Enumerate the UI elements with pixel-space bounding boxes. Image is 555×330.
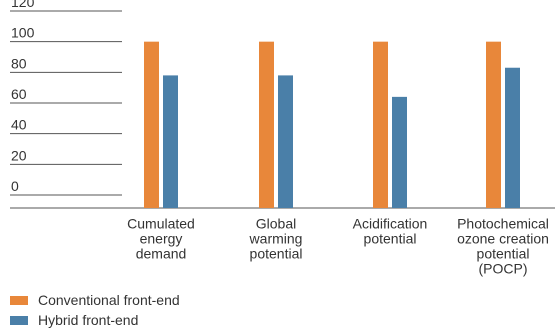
bars xyxy=(144,41,520,209)
y-tick-label: 20 xyxy=(11,147,27,163)
bar-hybrid-3 xyxy=(505,67,520,208)
y-axis-ticks: 120 100 80 60 40 20 0 xyxy=(11,0,35,194)
legend-label-conventional: Conventional front-end xyxy=(38,292,180,308)
bar-conventional-0 xyxy=(144,41,159,208)
bar-hybrid-2 xyxy=(392,96,407,208)
y-tick-label: 120 xyxy=(11,0,35,10)
bar-hybrid-0 xyxy=(163,75,178,209)
category-label: Photochemical ozone creation potential (POC… xyxy=(457,215,549,276)
category-labels: Cumulated energy demand Global warming potent… xyxy=(127,215,549,276)
y-tick-label: 80 xyxy=(11,55,27,71)
legend-item-hybrid: Hybrid front-end xyxy=(10,310,180,330)
y-tick-label: 40 xyxy=(11,117,27,133)
y-tick-label: 60 xyxy=(11,86,27,102)
legend-label-hybrid: Hybrid front-end xyxy=(38,312,139,328)
category-label: Cumulated energy demand xyxy=(127,215,195,261)
grid-layer xyxy=(10,10,555,209)
bar-conventional-1 xyxy=(259,41,274,208)
legend-swatch-conventional xyxy=(10,295,28,305)
bar-hybrid-1 xyxy=(278,75,293,209)
legend-item-conventional: Conventional front-end xyxy=(10,290,180,310)
category-label: Global warming potential xyxy=(249,215,303,261)
legend-swatch-hybrid xyxy=(10,315,28,325)
bar-conventional-3 xyxy=(486,41,501,208)
y-tick-label: 100 xyxy=(11,25,35,41)
category-label: Acidification potential xyxy=(353,215,428,246)
y-tick-label: 0 xyxy=(11,178,19,194)
bar-conventional-2 xyxy=(373,41,388,208)
legend: Conventional front-end Hybrid front-end xyxy=(10,290,180,330)
